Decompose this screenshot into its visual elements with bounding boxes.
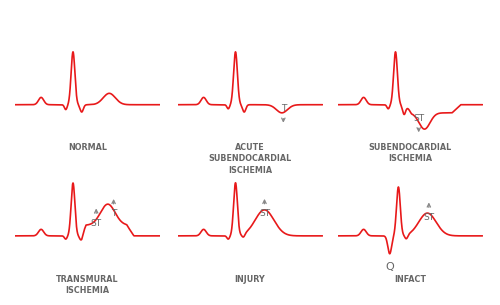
- Text: T: T: [280, 104, 286, 113]
- Text: INFACT: INFACT: [394, 274, 426, 284]
- Text: ACUTE
SUBENDOCARDIAL
ISCHEMIA: ACUTE SUBENDOCARDIAL ISCHEMIA: [208, 143, 292, 174]
- Text: NORMAL: NORMAL: [68, 143, 107, 152]
- Text: ST: ST: [90, 219, 102, 228]
- Text: Q: Q: [386, 262, 394, 272]
- Text: INJURY: INJURY: [234, 274, 266, 284]
- Text: SUBENDOCARDIAL
ISCHEMIA: SUBENDOCARDIAL ISCHEMIA: [368, 143, 452, 163]
- Text: TRANSMURAL
ISCHEMIA: TRANSMURAL ISCHEMIA: [56, 274, 119, 295]
- Text: T: T: [111, 209, 116, 218]
- Text: ST: ST: [259, 209, 270, 218]
- Text: ST: ST: [424, 213, 434, 222]
- Text: ST: ST: [413, 114, 424, 123]
